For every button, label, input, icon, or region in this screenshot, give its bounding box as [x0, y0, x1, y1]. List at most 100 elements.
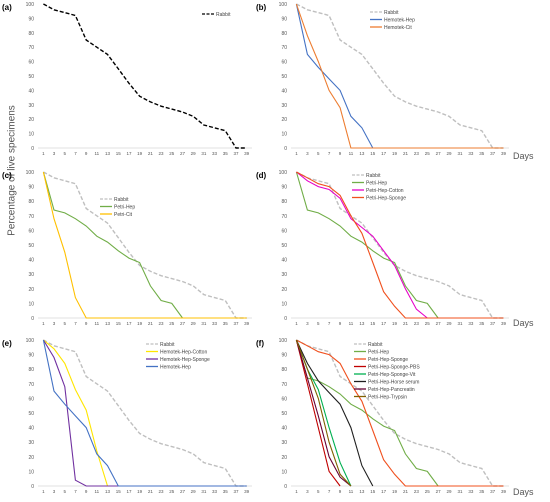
x-tick-label: 7 [74, 489, 77, 494]
y-tick-label: 30 [28, 272, 34, 278]
y-tick-label: 50 [281, 411, 287, 417]
y-tick-label: 60 [281, 396, 287, 402]
x-tick-label: 25 [169, 489, 175, 494]
y-tick-label: 20 [28, 455, 34, 461]
x-tick-label: 31 [457, 321, 463, 326]
series-line [295, 339, 374, 487]
x-tick-label: 21 [403, 489, 409, 494]
y-tick-label: 50 [281, 243, 287, 249]
x-tick-label: 33 [468, 151, 474, 156]
y-tick-label: 80 [28, 31, 34, 37]
x-tick-label: 11 [349, 321, 354, 326]
series-line [296, 171, 428, 319]
y-tick-label: 40 [28, 258, 34, 264]
legend-label: Petri-Hep [366, 181, 387, 187]
legend-label: Petri-Hep [368, 350, 389, 356]
y-tick-label: 10 [28, 469, 34, 475]
y-tick-label: 80 [281, 367, 287, 373]
y-tick-label: 70 [281, 382, 287, 388]
x-tick-label: 17 [381, 321, 387, 326]
x-tick-label: 9 [339, 151, 342, 156]
x-tick-label: 11 [349, 489, 354, 494]
x-tick-label: 23 [159, 151, 165, 156]
x-tick-label: 37 [233, 151, 239, 156]
y-tick-label: 50 [28, 243, 34, 249]
x-tick-label: 23 [414, 321, 420, 326]
x-tick-label: 27 [180, 151, 186, 156]
x-tick-label: 19 [137, 489, 143, 494]
y-tick-label: 40 [281, 426, 287, 432]
series-line [296, 3, 504, 149]
x-tick-label: 5 [63, 489, 66, 494]
x-tick-label: 11 [95, 321, 100, 326]
y-tick-label: 60 [281, 228, 287, 234]
legend-label: Petri-Hep [114, 205, 135, 211]
x-tick-label: 25 [169, 321, 175, 326]
y-tick-label: 10 [281, 132, 287, 138]
x-tick-label: 11 [349, 151, 354, 156]
x-tick-label: 21 [403, 321, 409, 326]
x-tick-label: 37 [490, 489, 496, 494]
x-tick-label: 9 [339, 321, 342, 326]
series-line [295, 339, 352, 487]
x-tick-label: 3 [306, 489, 309, 494]
y-tick-label: 20 [28, 117, 34, 123]
x-tick-label: 17 [381, 489, 387, 494]
x-tick-label: 1 [295, 489, 298, 494]
y-tick-label: 80 [281, 199, 287, 205]
x-tick-label: 17 [126, 489, 132, 494]
x-tick-label: 5 [317, 489, 320, 494]
x-axis-label-days: Days [513, 487, 534, 497]
x-tick-label: 13 [359, 321, 365, 326]
x-tick-label: 21 [148, 321, 154, 326]
x-tick-label: 13 [359, 151, 365, 156]
x-tick-label: 33 [468, 321, 474, 326]
y-tick-label: 10 [28, 132, 34, 138]
x-tick-label: 29 [447, 321, 453, 326]
y-tick-label: 30 [281, 103, 287, 109]
x-tick-label: 27 [436, 151, 442, 156]
y-tick-label: 60 [28, 396, 34, 402]
legend-label: Rabbit [160, 342, 175, 348]
legend-label: Petri-Hep-Trypsin [368, 395, 407, 401]
series-line [296, 339, 504, 487]
y-tick-label: 80 [281, 31, 287, 37]
x-tick-label: 23 [414, 151, 420, 156]
x-tick-label: 1 [42, 151, 45, 156]
y-tick-label: 100 [279, 2, 288, 8]
x-tick-label: 15 [116, 321, 122, 326]
x-tick-label: 15 [370, 489, 376, 494]
x-tick-label: 19 [392, 489, 398, 494]
legend-label: Petri-Hep-Sponge-PBS [368, 365, 420, 371]
x-tick-label: 9 [339, 489, 342, 494]
legend-label: Rabbit [368, 342, 383, 348]
x-tick-label: 29 [191, 489, 197, 494]
legend-label: Petri-Hep-Horse serum [368, 380, 419, 386]
x-tick-label: 37 [490, 151, 496, 156]
y-tick-label: 30 [281, 272, 287, 278]
y-tick-label: 40 [281, 258, 287, 264]
y-tick-label: 80 [28, 199, 34, 205]
y-tick-label: 60 [28, 228, 34, 234]
x-tick-label: 3 [53, 321, 56, 326]
x-tick-label: 35 [223, 151, 229, 156]
x-tick-label: 35 [223, 489, 229, 494]
y-tick-label: 50 [28, 411, 34, 417]
x-tick-label: 1 [42, 489, 45, 494]
y-tick-label: 0 [31, 484, 34, 490]
x-tick-label: 27 [436, 321, 442, 326]
series-line [295, 3, 374, 149]
x-tick-label: 15 [116, 151, 122, 156]
x-tick-label: 31 [201, 151, 207, 156]
series-line [43, 339, 247, 487]
y-tick-label: 0 [284, 484, 287, 490]
x-tick-label: 39 [501, 489, 507, 494]
y-tick-label: 70 [28, 45, 34, 51]
x-tick-label: 3 [53, 151, 56, 156]
x-tick-label: 39 [244, 489, 250, 494]
x-tick-label: 7 [328, 489, 331, 494]
legend-label: Rabbit [384, 10, 399, 16]
